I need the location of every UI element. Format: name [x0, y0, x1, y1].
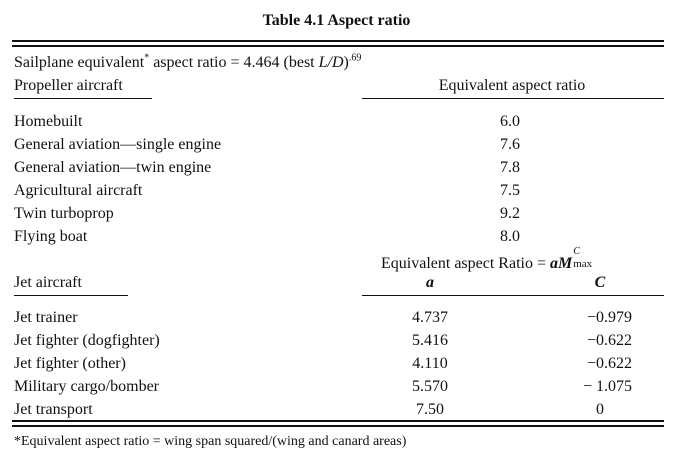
sailplane-mid: aspect ratio = 4.464 (best [149, 54, 319, 71]
table-row: Jet trainer [14, 309, 78, 326]
col-c-heading: C [594, 274, 606, 291]
list-item: General aviation—twin engine [14, 159, 212, 176]
equivalent-aspect-ratio-heading: Equivalent aspect ratio [438, 77, 586, 94]
table-cell-c: − 1.075 [582, 378, 632, 395]
table-cell-a: 7.50 [416, 401, 444, 418]
propeller-heading-underline [14, 98, 152, 99]
table-cell-c: −0.622 [586, 355, 632, 372]
list-item: Twin turboprop [14, 205, 114, 222]
table-title: Table 4.1 Aspect ratio [262, 12, 411, 29]
formula-sup: C [573, 246, 580, 257]
table-row: Jet fighter (other) [14, 355, 126, 372]
sailplane-close: ) [343, 54, 349, 71]
list-item: Flying boat [14, 228, 88, 245]
col-a-heading: a [426, 274, 434, 291]
list-item-value: 6.0 [500, 113, 520, 130]
list-item: Homebuilt [14, 113, 83, 130]
list-item-value: 7.8 [500, 159, 520, 176]
jet-columns-underline [362, 295, 664, 296]
table-cell-c: −0.622 [586, 332, 632, 349]
sailplane-asterisk: * [144, 52, 150, 64]
jet-heading-underline [14, 295, 128, 296]
table-cell-c: 0 [596, 401, 604, 418]
table-row: Jet fighter (dogfighter) [14, 332, 160, 349]
top-rule-1 [12, 40, 664, 42]
sailplane-line: Sailplane equivalent* aspect ratio = 4.4… [14, 52, 362, 72]
table-cell-a: 4.110 [412, 355, 448, 372]
equivalent-heading-underline [362, 98, 664, 99]
list-item: Agricultural aircraft [14, 182, 143, 199]
list-item-value: 7.6 [500, 136, 520, 153]
formula-m: M [557, 255, 573, 272]
table-cell-a: 5.570 [412, 378, 448, 395]
sailplane-ld: L/D [318, 54, 344, 71]
bottom-rule-1 [12, 420, 664, 422]
footnote: *Equivalent aspect ratio = wing span squ… [14, 434, 407, 449]
jet-heading: Jet aircraft [14, 274, 82, 291]
bottom-rule-2 [12, 425, 664, 427]
sailplane-prefix: Sailplane equivalent [14, 54, 145, 71]
list-item-value: 9.2 [500, 205, 520, 222]
table-row: Jet transport [14, 401, 93, 418]
table-row: Military cargo/bomber [14, 378, 159, 395]
list-item-value: 8.0 [500, 228, 520, 245]
table-cell-a: 5.416 [412, 332, 448, 349]
sailplane-exponent: .69 [348, 52, 362, 64]
formula-text: Equivalent aspect Ratio = [381, 255, 550, 272]
propeller-heading: Propeller aircraft [14, 77, 123, 94]
formula-a: a [549, 255, 558, 272]
list-item-value: 7.5 [500, 182, 520, 199]
table-cell-c: −0.979 [586, 309, 632, 326]
list-item: General aviation—single engine [14, 136, 222, 153]
top-rule-2 [12, 45, 664, 47]
table-cell-a: 4.737 [412, 309, 448, 326]
formula-sub: max [573, 258, 593, 270]
